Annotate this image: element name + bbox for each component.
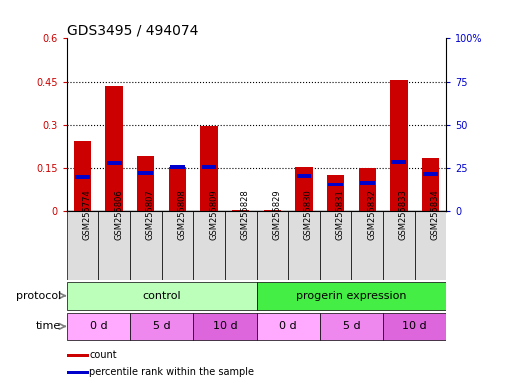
Text: GSM255828: GSM255828 <box>241 189 250 240</box>
Bar <box>328 182 343 186</box>
Bar <box>256 211 288 280</box>
Bar <box>98 211 130 280</box>
Bar <box>256 313 320 340</box>
Text: GSM255831: GSM255831 <box>336 189 345 240</box>
Bar <box>422 158 439 211</box>
Bar <box>169 167 186 211</box>
Bar <box>193 313 256 340</box>
Text: GSM255808: GSM255808 <box>177 189 186 240</box>
Bar <box>360 181 374 185</box>
Text: protocol: protocol <box>16 291 61 301</box>
Text: GSM255830: GSM255830 <box>304 189 313 240</box>
Bar <box>130 313 193 340</box>
Text: count: count <box>89 350 117 360</box>
Bar <box>391 160 406 164</box>
Bar <box>297 174 311 178</box>
Text: GSM255806: GSM255806 <box>114 189 123 240</box>
Text: 10 d: 10 d <box>402 321 427 331</box>
Text: GSM255833: GSM255833 <box>399 189 408 240</box>
Text: 10 d: 10 d <box>212 321 237 331</box>
Text: 5 d: 5 d <box>153 321 170 331</box>
Bar <box>383 313 446 340</box>
Bar <box>67 211 98 280</box>
Bar <box>139 171 153 175</box>
Text: progerin expression: progerin expression <box>296 291 407 301</box>
Bar <box>264 210 281 211</box>
Bar <box>170 165 185 169</box>
Bar <box>107 161 122 165</box>
Bar <box>67 371 89 374</box>
Text: GSM255809: GSM255809 <box>209 189 218 240</box>
Bar <box>295 167 312 211</box>
Text: percentile rank within the sample: percentile rank within the sample <box>89 367 254 377</box>
Bar <box>201 126 218 211</box>
Bar <box>74 141 91 211</box>
Bar <box>288 211 320 280</box>
Text: GDS3495 / 494074: GDS3495 / 494074 <box>67 23 198 37</box>
Text: control: control <box>142 291 181 301</box>
Bar <box>67 282 256 310</box>
Text: GSM255774: GSM255774 <box>83 189 91 240</box>
Bar <box>256 282 446 310</box>
Text: GSM255807: GSM255807 <box>146 189 155 240</box>
Bar <box>225 211 256 280</box>
Bar <box>202 165 216 169</box>
Text: 0 d: 0 d <box>89 321 107 331</box>
Bar <box>415 211 446 280</box>
Bar <box>390 80 407 211</box>
Bar <box>423 172 438 176</box>
Bar <box>67 354 89 357</box>
Bar <box>75 175 90 179</box>
Text: GSM255834: GSM255834 <box>430 189 440 240</box>
Bar <box>137 157 154 211</box>
Text: 5 d: 5 d <box>343 321 360 331</box>
Bar <box>351 211 383 280</box>
Bar <box>327 175 344 211</box>
Text: GSM255829: GSM255829 <box>272 189 281 240</box>
Bar <box>232 210 249 211</box>
Bar <box>106 86 123 211</box>
Bar <box>359 168 376 211</box>
Bar <box>320 211 351 280</box>
Bar <box>320 313 383 340</box>
Bar <box>67 313 130 340</box>
Bar <box>130 211 162 280</box>
Text: time: time <box>36 321 61 331</box>
Bar <box>162 211 193 280</box>
Bar <box>383 211 415 280</box>
Text: GSM255832: GSM255832 <box>367 189 376 240</box>
Text: 0 d: 0 d <box>279 321 297 331</box>
Bar <box>193 211 225 280</box>
